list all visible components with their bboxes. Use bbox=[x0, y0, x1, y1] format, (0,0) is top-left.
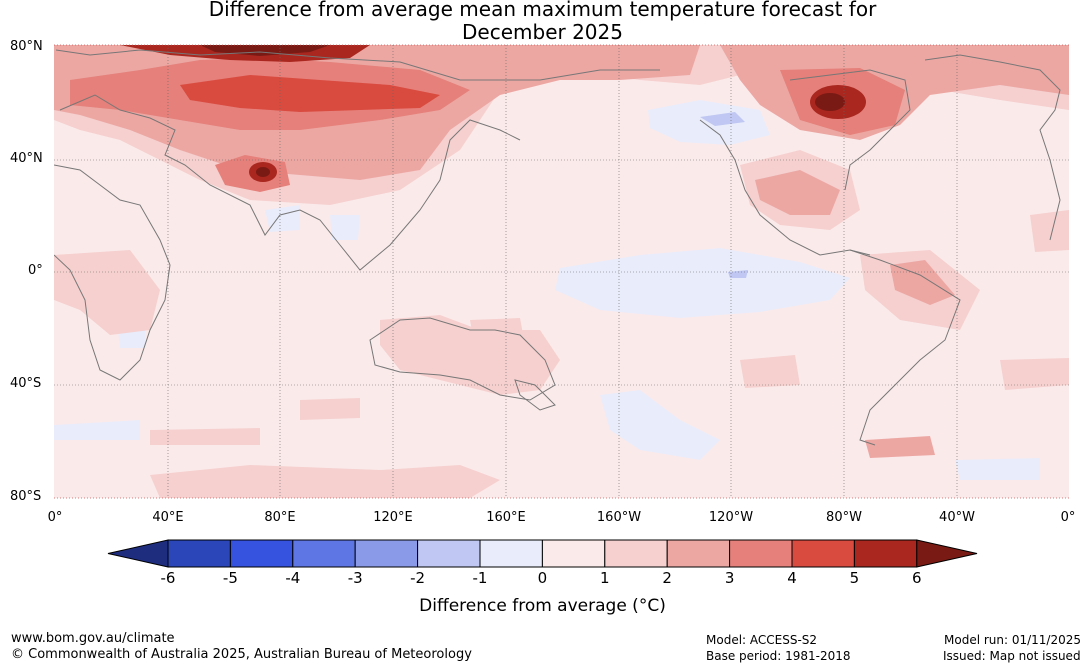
anomaly-neg-equatorial-pacific bbox=[555, 248, 850, 318]
colorbar-tick: -5 bbox=[222, 569, 238, 587]
colorbar bbox=[107, 539, 978, 568]
colorbar-tick: -4 bbox=[285, 569, 301, 587]
anomaly-southern-ocean bbox=[150, 465, 500, 498]
colorbar-tick: 3 bbox=[724, 569, 735, 587]
lat-label-40s: 40°S bbox=[10, 376, 42, 391]
lon-label-80e: 80°E bbox=[264, 510, 296, 525]
colorbar-swatch bbox=[354, 539, 419, 568]
colorbar-swatch bbox=[666, 539, 731, 568]
colorbar-tick: 1 bbox=[600, 569, 610, 587]
footer-base-period: Base period: 1981-2018 bbox=[706, 649, 851, 663]
colorbar-swatch bbox=[479, 539, 543, 568]
lat-label-equator: 0° bbox=[28, 263, 43, 278]
lat-label-80s: 80°S bbox=[10, 489, 42, 504]
map-title-line-1: Difference from average mean maximum tem… bbox=[208, 0, 877, 21]
lon-label-40e: 40°E bbox=[152, 510, 184, 525]
lon-label-160w: 160°W bbox=[596, 510, 642, 525]
colorbar-title: Difference from average (°C) bbox=[419, 596, 666, 616]
anomaly-neg-gulf-alaska bbox=[648, 100, 770, 145]
anomaly-4-5-siberia-core bbox=[180, 75, 440, 112]
lon-label-0-left: 0° bbox=[47, 510, 63, 525]
lon-label-40w: 40°W bbox=[939, 510, 975, 525]
colorbar-swatch bbox=[417, 539, 481, 568]
colorbar-swatch bbox=[853, 539, 918, 568]
map-border-lines bbox=[54, 44, 1069, 499]
footer-copyright: © Commonwealth of Australia 2025, Austra… bbox=[11, 647, 472, 662]
lon-label-120e: 120°E bbox=[373, 510, 413, 525]
unit-symbol: °C bbox=[638, 596, 660, 616]
anomaly-fields bbox=[54, 45, 1069, 498]
footer-model-run: Model run: 01/11/2025 bbox=[944, 633, 1082, 647]
colorbar-tick: 5 bbox=[849, 569, 860, 587]
lon-label-0-right: 0° bbox=[1060, 510, 1076, 525]
colorbar-swatch bbox=[604, 539, 668, 568]
lat-label-80n: 80°N bbox=[10, 39, 43, 54]
colorbar-swatch bbox=[791, 539, 855, 568]
colorbar-tick: 4 bbox=[787, 569, 797, 587]
colorbar-tick: -6 bbox=[160, 569, 176, 587]
colorbar-extend-low bbox=[107, 539, 169, 568]
colorbar-tick: -3 bbox=[347, 569, 363, 587]
graticule bbox=[54, 45, 1069, 498]
colorbar-tick: 6 bbox=[912, 569, 922, 587]
colorbar-tick: -2 bbox=[410, 569, 426, 587]
colorbar-swatch bbox=[729, 539, 793, 568]
lon-label-160e: 160°E bbox=[486, 510, 526, 525]
footer-issued: Issued: Map not issued bbox=[943, 649, 1081, 663]
colorbar-tick: 0 bbox=[537, 569, 548, 587]
anomaly-neg-south-pacific bbox=[600, 390, 720, 460]
colorbar-swatch bbox=[292, 539, 356, 568]
footer-website: www.bom.gov.au/climate bbox=[11, 631, 175, 646]
colorbar-tick: 2 bbox=[662, 569, 672, 587]
footer-model: Model: ACCESS-S2 bbox=[706, 633, 818, 647]
colorbar-swatch bbox=[541, 539, 606, 568]
lon-label-120w: 120°W bbox=[708, 510, 754, 525]
colorbar-swatch bbox=[167, 539, 231, 568]
colorbar-swatch bbox=[229, 539, 294, 568]
colorbar-tick: -1 bbox=[472, 569, 488, 587]
colorbar-extend-high bbox=[916, 539, 978, 568]
lon-label-80w: 80°W bbox=[826, 510, 862, 525]
map-title-line-2: December 2025 bbox=[462, 20, 623, 44]
lat-label-40n: 40°N bbox=[10, 151, 43, 166]
